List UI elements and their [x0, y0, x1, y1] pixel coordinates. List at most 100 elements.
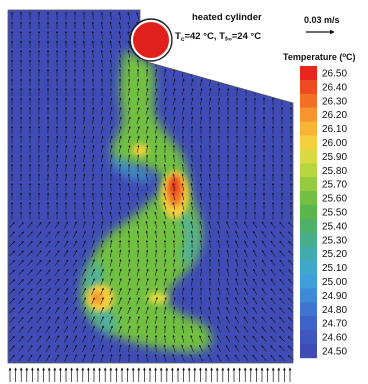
velocity-vector: [127, 306, 131, 315]
colorbar-swatch: [300, 288, 317, 303]
velocity-vector: [243, 306, 249, 314]
velocity-vector: [145, 306, 149, 315]
velocity-vector: [100, 192, 103, 201]
velocity-vector: [191, 59, 194, 68]
velocity-vector: [216, 335, 222, 343]
colorbar-tick-label: 25.30: [322, 235, 347, 246]
velocity-vector: [182, 249, 185, 258]
velocity-vector: [109, 30, 112, 39]
velocity-vector: [118, 182, 121, 191]
colorbar-swatch: [300, 177, 317, 192]
velocity-vector: [217, 230, 221, 239]
velocity-vector: [136, 59, 139, 68]
velocity-vector: [173, 135, 176, 144]
velocity-vector: [181, 106, 185, 115]
velocity-vector: [118, 192, 121, 201]
velocity-vector: [127, 325, 131, 334]
velocity-vector: [137, 87, 140, 96]
velocity-vector: [190, 182, 193, 191]
velocity-vector: [92, 106, 95, 115]
colorbar-swatch: [300, 302, 317, 317]
velocity-vector: [253, 259, 257, 267]
velocity-vector: [217, 316, 221, 324]
velocity-vector: [172, 182, 176, 191]
colorbar-swatch: [300, 316, 317, 331]
velocity-vector: [173, 306, 176, 315]
velocity-vector: [227, 68, 230, 77]
velocity-vector: [235, 278, 239, 286]
velocity-vector: [270, 335, 276, 342]
velocity-vector: [54, 297, 60, 305]
colorbar-swatch: [300, 79, 317, 95]
velocity-vector: [225, 344, 231, 352]
velocity-vector: [279, 221, 285, 229]
velocity-vector: [9, 316, 15, 323]
velocity-vector: [181, 277, 185, 286]
velocity-vector: [109, 116, 113, 125]
velocity-vector: [163, 230, 166, 239]
velocity-vector: [145, 173, 148, 182]
velocity-vector: [235, 287, 239, 296]
velocity-vector: [235, 249, 239, 258]
velocity-vector: [208, 201, 211, 210]
velocity-vector: [63, 240, 69, 248]
colorbar-tick-label: 25.50: [322, 207, 347, 218]
velocity-vector: [236, 59, 239, 68]
velocity-vector: [9, 326, 15, 333]
velocity-vector: [217, 268, 220, 277]
velocity-vector: [154, 315, 158, 324]
velocity-vector: [100, 325, 104, 334]
velocity-vector: [218, 59, 221, 68]
velocity-vector: [18, 221, 24, 228]
velocity-vector: [91, 49, 94, 58]
velocity-vector: [145, 182, 149, 191]
velocity-vector: [91, 40, 94, 49]
velocity-vector: [181, 230, 184, 239]
velocity-vector: [109, 297, 113, 305]
velocity-vector: [172, 230, 175, 239]
velocity-vector: [118, 268, 122, 277]
velocity-vector: [244, 278, 248, 286]
velocity-vector: [82, 287, 86, 296]
velocity-vector: [163, 173, 166, 182]
velocity-vector: [261, 307, 267, 314]
velocity-vector: [154, 278, 158, 286]
velocity-vector: [190, 325, 194, 334]
colorbar-swatch: [300, 135, 317, 150]
velocity-vector: [163, 88, 167, 96]
velocity-vector: [100, 306, 104, 315]
velocity-vector: [63, 249, 69, 257]
velocity-vector: [54, 231, 60, 238]
velocity-vector: [36, 345, 42, 352]
velocity-vector: [128, 344, 131, 353]
velocity-vector: [118, 116, 122, 125]
velocity-vector: [209, 106, 212, 115]
velocity-vector: [127, 59, 130, 68]
velocity-vector: [163, 287, 167, 296]
velocity-vector: [72, 287, 78, 295]
velocity-vector: [118, 30, 121, 39]
velocity-vector: [82, 344, 86, 353]
velocity-vector: [218, 87, 221, 96]
velocity-vector: [200, 59, 203, 68]
velocity-vector: [199, 316, 203, 324]
velocity-vector: [279, 259, 285, 267]
velocity-vector: [36, 307, 42, 314]
velocity-vector: [127, 192, 131, 201]
velocity-vector: [36, 288, 42, 295]
velocity-vector: [190, 354, 194, 362]
colorbar-swatch: [300, 344, 317, 359]
velocity-vector: [110, 106, 113, 115]
velocity-vector: [128, 249, 131, 258]
velocity-vector: [36, 250, 42, 257]
velocity-vector: [101, 163, 104, 172]
colorbar-swatch: [300, 121, 317, 136]
velocity-vector: [54, 306, 60, 314]
velocity-vector: [199, 230, 202, 239]
velocity-vector: [181, 354, 185, 362]
colorbar-swatch: [300, 163, 317, 178]
velocity-vector: [190, 173, 193, 182]
velocity-vector: [145, 192, 149, 201]
velocity-vector: [74, 144, 77, 153]
velocity-vector: [181, 344, 185, 353]
